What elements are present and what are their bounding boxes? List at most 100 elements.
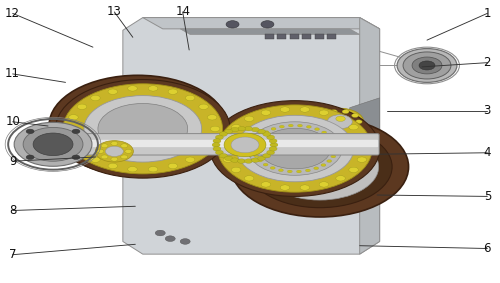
Circle shape: [223, 157, 232, 162]
Circle shape: [244, 127, 252, 131]
Circle shape: [26, 155, 34, 160]
Circle shape: [261, 182, 270, 187]
Circle shape: [244, 116, 254, 121]
Text: 14: 14: [175, 5, 190, 18]
Circle shape: [125, 149, 132, 153]
Circle shape: [220, 132, 228, 136]
Circle shape: [288, 124, 294, 127]
Circle shape: [220, 153, 228, 158]
Circle shape: [128, 86, 137, 91]
Circle shape: [328, 135, 332, 138]
Circle shape: [248, 122, 342, 175]
Circle shape: [336, 176, 345, 181]
Circle shape: [101, 155, 108, 159]
Circle shape: [56, 80, 230, 178]
Circle shape: [49, 75, 226, 175]
Circle shape: [213, 147, 221, 151]
Circle shape: [321, 126, 328, 130]
Circle shape: [210, 126, 220, 132]
Circle shape: [148, 86, 158, 91]
Text: 7: 7: [9, 248, 16, 261]
Circle shape: [216, 135, 224, 140]
Circle shape: [258, 135, 263, 138]
Circle shape: [121, 144, 128, 148]
Circle shape: [236, 115, 354, 182]
Circle shape: [186, 95, 195, 101]
Circle shape: [232, 125, 241, 130]
Polygon shape: [360, 18, 380, 254]
Polygon shape: [290, 35, 299, 39]
Circle shape: [23, 127, 83, 161]
Circle shape: [321, 164, 326, 166]
Circle shape: [232, 167, 241, 173]
Circle shape: [111, 157, 118, 161]
Circle shape: [63, 83, 212, 168]
Circle shape: [156, 230, 165, 236]
Polygon shape: [328, 35, 336, 39]
Circle shape: [321, 113, 328, 117]
Circle shape: [224, 133, 266, 157]
Circle shape: [264, 131, 269, 133]
Circle shape: [252, 149, 256, 152]
Circle shape: [419, 61, 435, 70]
Circle shape: [14, 122, 92, 166]
Circle shape: [84, 96, 202, 162]
Circle shape: [199, 104, 208, 110]
Circle shape: [342, 110, 349, 113]
Circle shape: [355, 120, 362, 124]
Circle shape: [403, 52, 451, 79]
Polygon shape: [315, 35, 324, 39]
Circle shape: [258, 156, 266, 160]
Circle shape: [244, 159, 252, 163]
Circle shape: [357, 157, 366, 162]
Circle shape: [357, 135, 366, 140]
Circle shape: [322, 131, 326, 134]
Circle shape: [231, 158, 238, 162]
Circle shape: [186, 157, 195, 162]
Circle shape: [269, 139, 277, 143]
Circle shape: [208, 138, 217, 143]
Circle shape: [261, 21, 274, 28]
Circle shape: [76, 90, 200, 161]
Circle shape: [319, 110, 328, 115]
Circle shape: [223, 135, 232, 140]
Circle shape: [220, 146, 230, 151]
Circle shape: [254, 139, 259, 142]
Circle shape: [33, 133, 73, 156]
Circle shape: [72, 155, 80, 160]
Circle shape: [336, 116, 345, 121]
Circle shape: [314, 128, 320, 130]
Text: 13: 13: [107, 5, 122, 18]
Circle shape: [269, 147, 277, 151]
Circle shape: [263, 163, 268, 166]
Circle shape: [238, 127, 246, 131]
Circle shape: [26, 129, 34, 134]
Text: 12: 12: [5, 7, 20, 20]
Text: 6: 6: [484, 242, 491, 255]
Circle shape: [261, 134, 378, 200]
Circle shape: [328, 115, 352, 129]
Text: 9: 9: [9, 155, 16, 168]
Circle shape: [72, 129, 80, 134]
Circle shape: [314, 167, 318, 170]
Circle shape: [259, 128, 331, 169]
FancyBboxPatch shape: [46, 134, 379, 155]
Circle shape: [397, 49, 457, 82]
Circle shape: [231, 137, 259, 153]
Circle shape: [298, 124, 302, 127]
Circle shape: [306, 169, 310, 172]
Circle shape: [63, 84, 222, 174]
Circle shape: [349, 125, 358, 130]
Circle shape: [238, 159, 246, 163]
Circle shape: [218, 105, 372, 192]
Circle shape: [252, 144, 257, 147]
Text: 2: 2: [484, 56, 491, 69]
Circle shape: [300, 185, 310, 190]
Circle shape: [226, 21, 239, 28]
Circle shape: [278, 169, 283, 172]
Polygon shape: [350, 98, 380, 154]
Circle shape: [360, 146, 370, 151]
Circle shape: [270, 143, 278, 147]
Circle shape: [248, 126, 392, 208]
Circle shape: [90, 95, 100, 101]
